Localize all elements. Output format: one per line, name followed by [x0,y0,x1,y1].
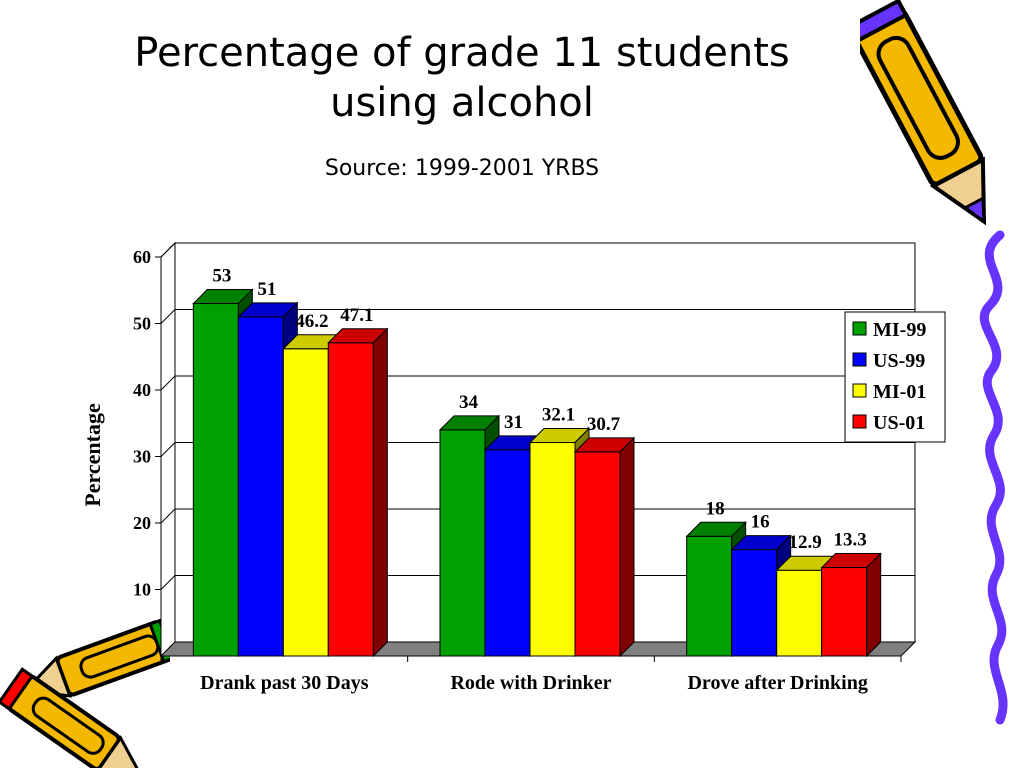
x-category-label: Rode with Drinker [450,672,611,694]
bar-front [821,567,868,657]
grid-line-side [160,508,176,524]
bar-front [686,535,733,657]
data-label: 32.1 [542,405,575,426]
data-label: 53 [212,266,231,287]
legend-swatch [852,383,867,398]
slide-subtitle: Source: 1999-2001 YRBS [324,156,600,181]
legend-label: MI-99 [873,319,926,341]
grid-line-side [160,242,176,258]
y-axis-title: Percentage [80,403,105,507]
bar-front [439,429,486,657]
slide-title: Percentage of grade 11 students using al… [0,28,924,128]
slide-title-line-2: using alcohol [330,80,594,126]
legend-swatch [852,414,867,429]
y-tick-label: 40 [133,380,151,400]
data-label: 47.1 [340,305,373,326]
data-labels-group: 53 51 46.2 47.1 34 31 32.1 30.7 18 16 12.9 13.3 [212,266,866,554]
y-tick-label: 50 [133,314,151,334]
data-label: 12.9 [789,532,822,553]
squiggle-border-icon [979,230,1008,725]
grid-line-side [160,375,176,391]
legend-swatch [852,352,867,367]
grid-line-side [160,442,176,457]
bar-front [731,549,778,657]
bar [327,327,389,658]
bars-group [192,288,882,658]
grid-line-side [160,575,176,590]
bar-side [372,327,388,658]
data-label: 13.3 [834,530,867,551]
bar-front [484,449,531,657]
legend-swatch [852,321,867,336]
y-tick-label: 20 [133,513,151,533]
data-label: 51 [257,279,276,300]
data-label: 16 [751,512,770,533]
pencil-icon [0,618,170,768]
legend: MI-99 US-99 MI-01 US-01 [844,311,946,443]
bar-front [237,316,284,657]
legend-label: MI-01 [873,381,926,403]
bar-front [327,342,374,657]
bar [573,436,636,658]
x-category-label: Drove after Drinking [687,672,867,694]
legend-label: US-01 [873,412,925,434]
bar-front [529,442,576,657]
bar-side [866,552,882,658]
data-label: 30.7 [587,414,621,435]
bar-front [282,348,329,657]
bar [820,552,882,658]
x-category-label: Drank past 30 Days [200,672,369,694]
data-label: 46.2 [295,311,328,332]
data-label: 18 [706,498,725,519]
bar-front [776,569,823,657]
y-tick-label: 30 [133,447,151,467]
legend-label: US-99 [873,350,925,372]
x-axis: Drank past 30 Days Rode with Drinker Drove… [160,655,902,694]
data-label: 31 [504,412,523,433]
y-tick-label: 10 [133,580,151,600]
pencil-icon [860,0,987,226]
bar-front [192,303,239,657]
grid-line-side [160,309,176,324]
slide-title-line-1: Percentage of grade 11 students [134,30,790,76]
bar-side [619,436,635,658]
bar-front [574,451,621,657]
y-tick-label: 60 [133,247,151,267]
y-axis: 10 20 30 40 50 60 [133,247,162,656]
data-label: 34 [459,392,479,413]
